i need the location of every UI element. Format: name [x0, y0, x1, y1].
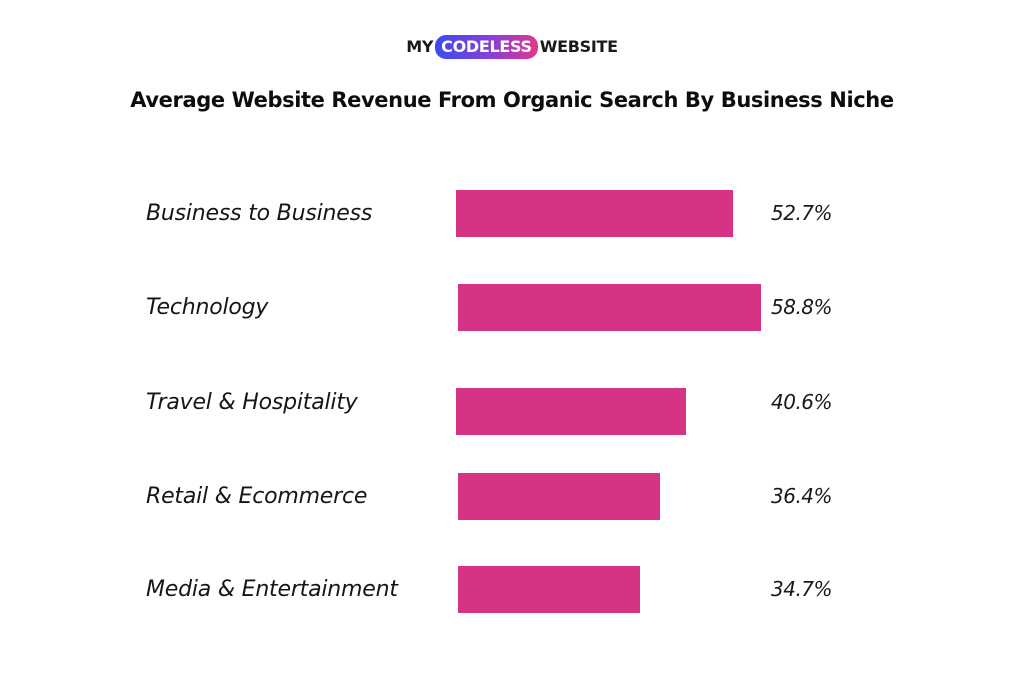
bar	[458, 473, 660, 520]
bar	[456, 190, 733, 237]
chart-row: Travel & Hospitality 40.6%	[0, 388, 1024, 435]
brand-suffix: WEBSITE	[539, 37, 618, 56]
category-label: Media & Entertainment	[146, 577, 398, 602]
chart-title: Average Website Revenue From Organic Sea…	[130, 88, 894, 112]
value-label: 58.8%	[771, 295, 833, 319]
value-label: 36.4%	[771, 484, 833, 508]
category-label: Retail & Ecommerce	[146, 484, 368, 509]
brand-highlight: CODELESS	[435, 34, 538, 59]
value-label: 52.7%	[771, 201, 833, 225]
value-label: 40.6%	[771, 390, 833, 414]
chart-row: Business to Business 52.7%	[0, 190, 1024, 237]
category-label: Technology	[146, 295, 269, 320]
value-label: 34.7%	[771, 577, 833, 601]
bar	[458, 566, 640, 613]
bar	[458, 284, 761, 331]
chart-row: Technology 58.8%	[0, 284, 1024, 331]
category-label: Travel & Hospitality	[146, 390, 358, 415]
bar	[456, 388, 686, 435]
brand-prefix: MY	[406, 37, 434, 56]
chart-row: Retail & Ecommerce 36.4%	[0, 473, 1024, 520]
chart-row: Media & Entertainment 34.7%	[0, 566, 1024, 613]
brand-logo: MY CODELESS WEBSITE	[0, 33, 1024, 60]
category-label: Business to Business	[146, 201, 373, 226]
